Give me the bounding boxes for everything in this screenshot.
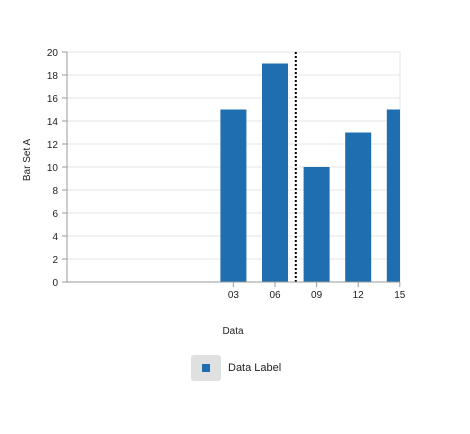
y-tick-label: 10 bbox=[47, 163, 59, 174]
bar-12[interactable] bbox=[345, 132, 372, 283]
y-tick-label: 2 bbox=[52, 255, 58, 266]
bar-15[interactable] bbox=[386, 109, 413, 283]
bar-06[interactable] bbox=[262, 63, 288, 283]
legend[interactable]: Data Label bbox=[191, 355, 281, 381]
y-tick-label: 12 bbox=[47, 140, 59, 151]
y-tick-label: 20 bbox=[47, 48, 59, 59]
y-axis-ticks: 0 2 4 6 8 10 12 14 16 18 20 bbox=[47, 48, 67, 289]
x-axis-ticks: 03 06 09 12 15 bbox=[228, 282, 406, 301]
y-tick-label: 4 bbox=[52, 232, 58, 243]
legend-swatch bbox=[191, 355, 221, 381]
y-tick-label: 18 bbox=[47, 71, 59, 82]
y-tick-label: 6 bbox=[52, 209, 58, 220]
y-tick-label: 14 bbox=[47, 117, 59, 128]
legend-label: Data Label bbox=[228, 362, 282, 374]
x-tick-label: 06 bbox=[269, 290, 281, 301]
y-tick-label: 0 bbox=[52, 278, 58, 289]
x-tick-label: 15 bbox=[394, 290, 406, 301]
y-tick-label: 16 bbox=[47, 94, 59, 105]
bars bbox=[220, 52, 413, 283]
bar-09[interactable] bbox=[303, 167, 330, 282]
legend-swatch-marker bbox=[202, 364, 210, 372]
x-tick-label: 12 bbox=[353, 290, 365, 301]
x-tick-label: 03 bbox=[228, 290, 240, 301]
x-axis-label: Data bbox=[222, 326, 244, 337]
x-tick-label: 09 bbox=[311, 290, 323, 301]
y-axis-label: Bar Set A bbox=[22, 139, 33, 182]
bar-03[interactable] bbox=[220, 109, 247, 283]
y-tick-label: 8 bbox=[52, 186, 58, 197]
